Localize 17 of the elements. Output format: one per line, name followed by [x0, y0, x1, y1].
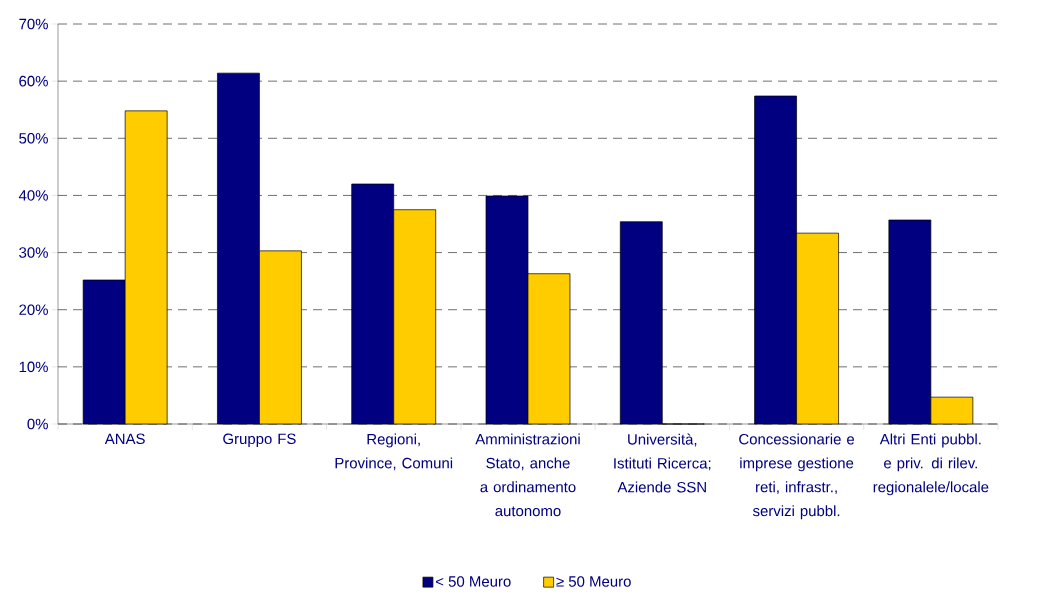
y-tick-label: 50% [19, 132, 48, 144]
x-tick-label: ANAS [104, 433, 145, 445]
x-tick-label: Regioni, Province, Comuni [335, 433, 453, 471]
y-tick-label: 40% [18, 190, 48, 201]
y-tick-label: 70% [19, 18, 48, 30]
x-tick-label: Università, Istituti Ricerca; Aziende SSN [614, 433, 711, 493]
y-tick-label: 20% [19, 304, 48, 315]
y-tick-label: 60% [19, 75, 48, 87]
x-tick-label: Gruppo FS [223, 433, 296, 448]
legend-label: < 50 Meuro [436, 576, 511, 587]
y-tick-label: 10% [19, 361, 48, 373]
y-tick-label: 30% [19, 247, 48, 258]
legend-label: ≥ 50 Meuro [556, 576, 631, 587]
x-tick-label: Amministrazioni Stato, anche a ordinamento autonomo [475, 433, 580, 517]
y-tick-label: 0% [27, 418, 48, 430]
x-tick-label: Altri Enti pubbl. e priv. di rilev. regionalele/locale [873, 433, 989, 496]
x-tick-label: Concessionarie e imprese gestione reti, infrastr., servizi pubbl. [739, 433, 855, 520]
